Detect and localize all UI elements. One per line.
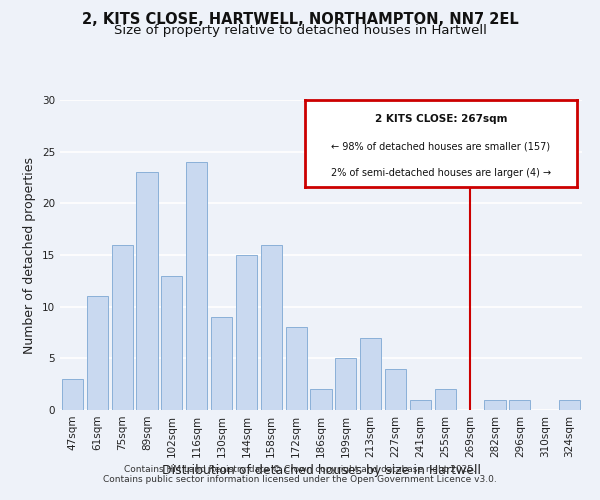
Text: ← 98% of detached houses are smaller (157): ← 98% of detached houses are smaller (15… [331, 142, 551, 152]
Bar [286, 328, 307, 410]
Bar [186, 162, 207, 410]
Bar [112, 244, 133, 410]
Text: 2% of semi-detached houses are larger (4) →: 2% of semi-detached houses are larger (4… [331, 168, 551, 178]
X-axis label: Distribution of detached houses by size in Hartwell: Distribution of detached houses by size … [161, 464, 481, 477]
Text: 2, KITS CLOSE, HARTWELL, NORTHAMPTON, NN7 2EL: 2, KITS CLOSE, HARTWELL, NORTHAMPTON, NN… [82, 12, 518, 28]
Bar [261, 244, 282, 410]
Text: Contains public sector information licensed under the Open Government Licence v3: Contains public sector information licen… [103, 476, 497, 484]
Bar [559, 400, 580, 410]
Bar [211, 317, 232, 410]
Bar [335, 358, 356, 410]
Bar [385, 368, 406, 410]
Bar [87, 296, 108, 410]
Bar [360, 338, 381, 410]
Bar [310, 390, 332, 410]
Y-axis label: Number of detached properties: Number of detached properties [23, 156, 37, 354]
Bar [410, 400, 431, 410]
Bar [509, 400, 530, 410]
Text: Size of property relative to detached houses in Hartwell: Size of property relative to detached ho… [113, 24, 487, 37]
Bar [161, 276, 182, 410]
Bar [236, 255, 257, 410]
Bar [62, 379, 83, 410]
Bar [136, 172, 158, 410]
Bar [484, 400, 506, 410]
Bar [435, 390, 456, 410]
Text: Contains HM Land Registry data © Crown copyright and database right 2025.: Contains HM Land Registry data © Crown c… [124, 464, 476, 473]
Text: 2 KITS CLOSE: 267sqm: 2 KITS CLOSE: 267sqm [375, 114, 508, 124]
